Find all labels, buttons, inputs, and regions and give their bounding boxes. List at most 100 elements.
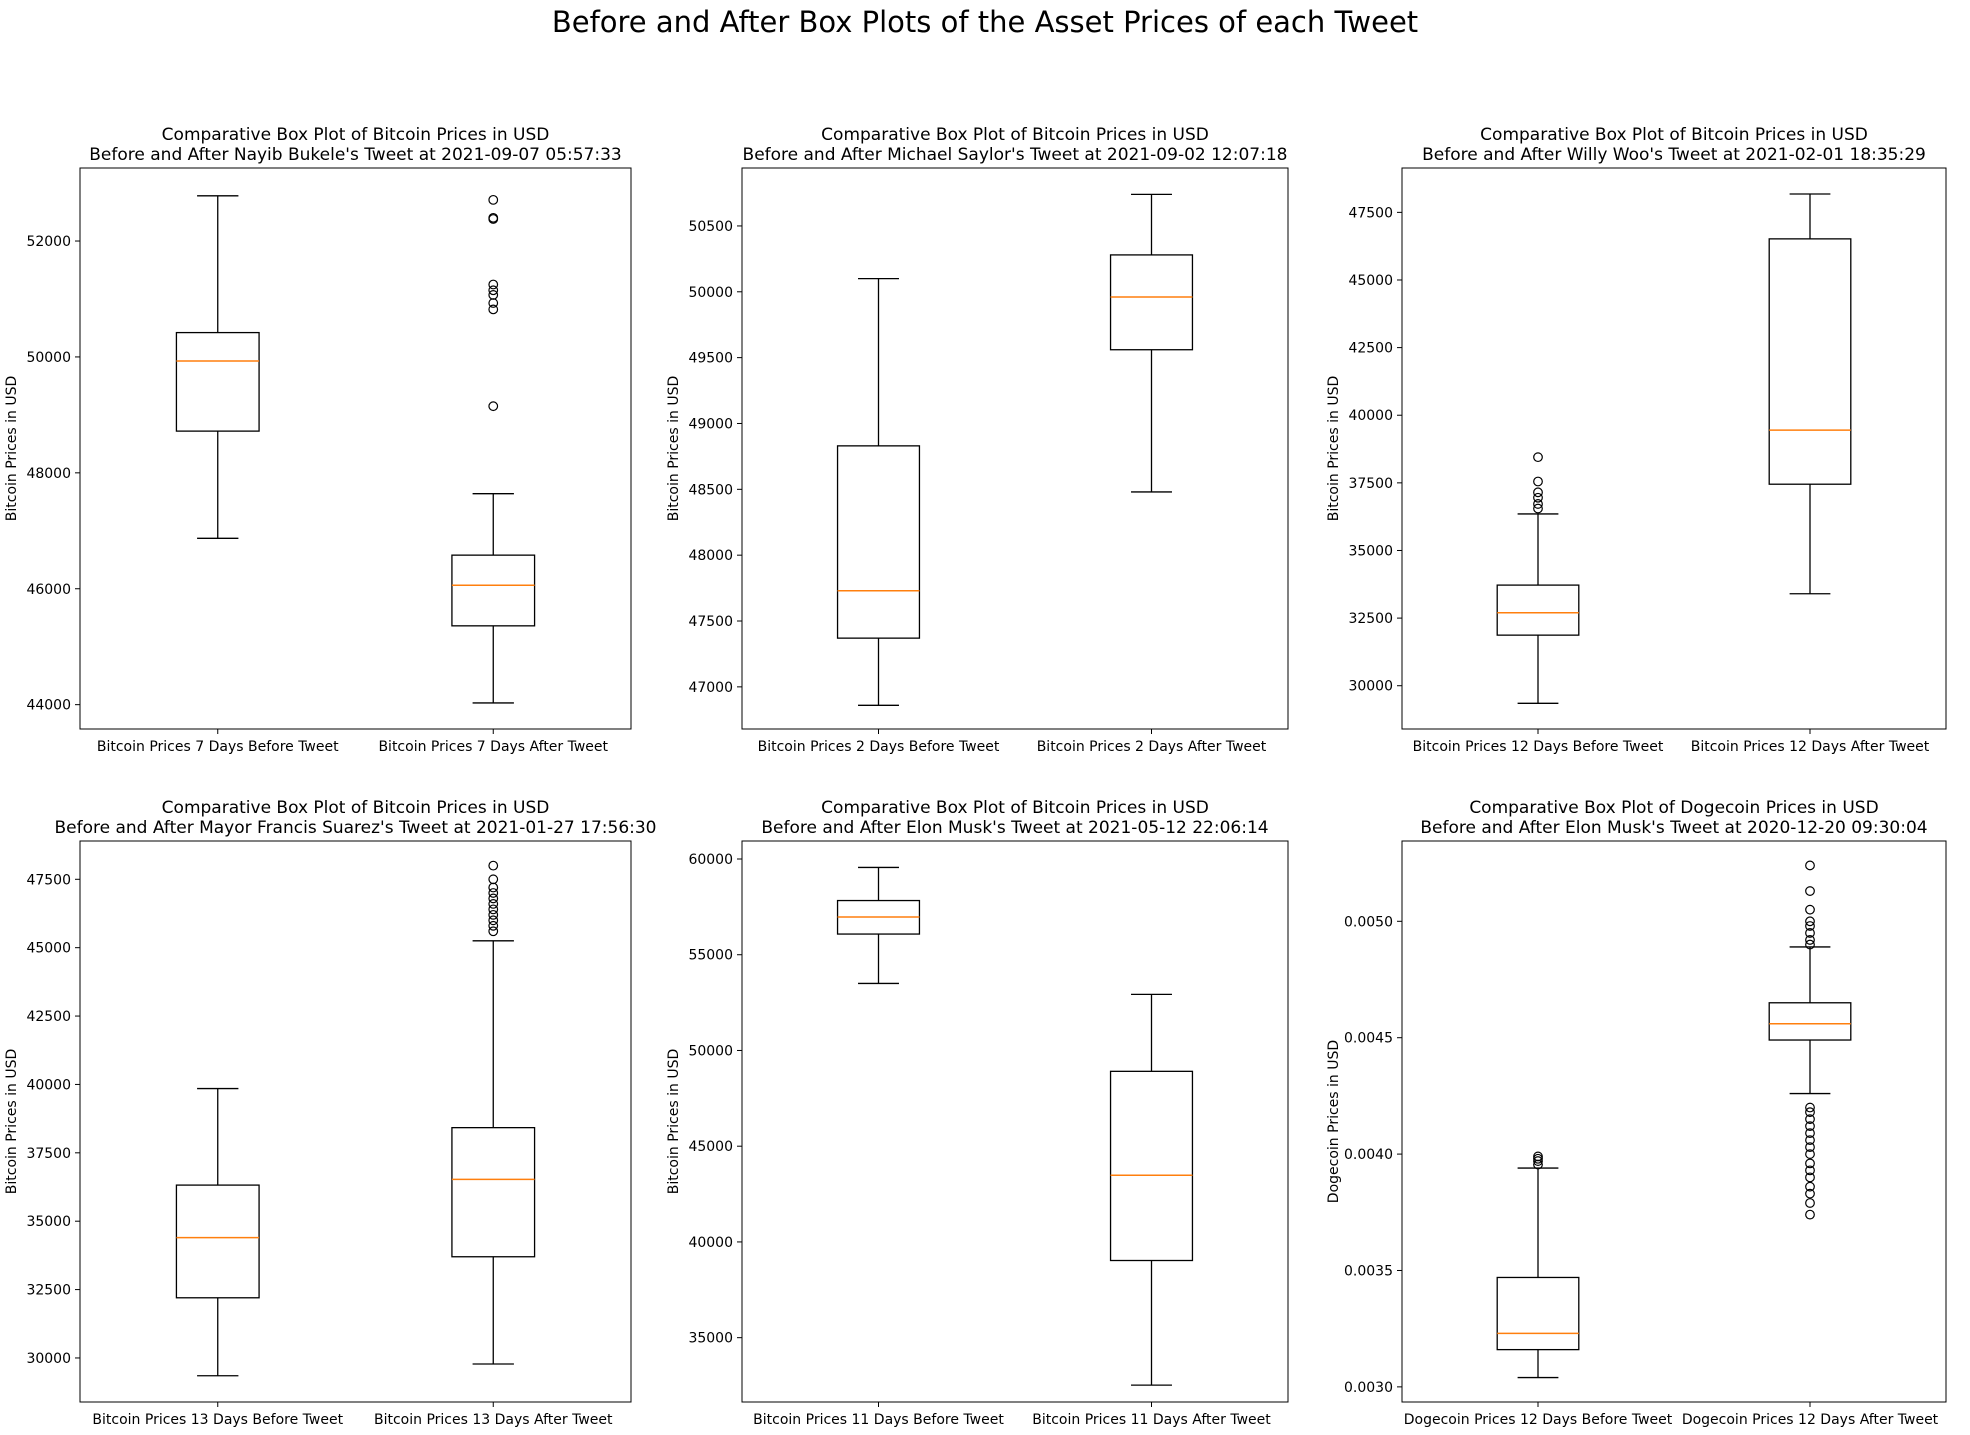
outlier-point [1805, 1149, 1815, 1159]
subplot-5: Comparative Box Plot of Bitcoin Prices i… [666, 798, 1289, 1428]
x-tick-label: Bitcoin Prices 13 Days After Tweet [374, 1412, 613, 1428]
axes-frame [1401, 840, 1947, 1403]
box-before [836, 277, 921, 706]
outlier-point [1805, 1107, 1815, 1118]
y-tick-label: 42500 [1348, 341, 1393, 357]
y-tick-label: 40000 [26, 1077, 71, 1093]
box-iqr [836, 445, 921, 639]
y-tick-label: 44000 [26, 698, 71, 714]
y-tick-label: 42500 [26, 1009, 71, 1025]
y-tick-label: 47000 [688, 680, 733, 696]
outlier-point [488, 888, 499, 898]
outlier-point [1805, 939, 1815, 950]
outlier-point [488, 893, 499, 904]
box-after [451, 194, 536, 704]
subplot-title-line1: Comparative Box Plot of Bitcoin Prices i… [821, 125, 1209, 145]
box-after [1768, 860, 1852, 1220]
subplot-title-line2: Before and After Nayib Bukele's Tweet at… [89, 145, 621, 165]
box-iqr [451, 554, 536, 627]
axes-frame [741, 840, 1289, 1403]
x-tick-label: Bitcoin Prices 7 Days Before Tweet [97, 739, 339, 755]
box-iqr [1768, 238, 1852, 485]
outlier-point [1533, 499, 1543, 509]
x-tick-label: Dogecoin Prices 12 Days Before Tweet [1404, 1412, 1673, 1428]
outlier-point [1805, 1142, 1815, 1153]
outlier-point [1533, 492, 1543, 503]
box-before [1496, 1151, 1580, 1379]
y-tick-label: 35000 [26, 1214, 71, 1230]
box-iqr [1496, 584, 1580, 636]
outlier-point [488, 285, 499, 296]
subplot-title-line1: Comparative Box Plot of Dogecoin Prices … [1469, 798, 1878, 818]
box-before [175, 195, 260, 539]
y-axis-label: Dogecoin Prices in USD [1326, 1040, 1342, 1203]
subplot-title-line2: Before and After Michael Saylor's Tweet … [743, 145, 1288, 165]
y-tick-label: 0.0030 [1344, 1380, 1393, 1396]
box-iqr [451, 1127, 536, 1258]
subplot-title-line2: Before and After Willy Woo's Tweet at 20… [1422, 145, 1926, 165]
y-tick-label: 32500 [26, 1283, 71, 1299]
outlier-point [1805, 1128, 1815, 1139]
y-tick-label: 40000 [688, 1235, 733, 1251]
x-tick-label: Bitcoin Prices 13 Days Before Tweet [92, 1412, 343, 1428]
y-tick-label: 47500 [1348, 205, 1393, 221]
box-iqr [1768, 1002, 1852, 1041]
outlier-point [1805, 935, 1815, 945]
outlier-point [488, 874, 499, 885]
y-axis-label: Bitcoin Prices in USD [1326, 376, 1342, 521]
y-tick-label: 47500 [26, 872, 71, 888]
box-iqr [175, 331, 260, 432]
outlier-point [1805, 860, 1815, 871]
outlier-point [1533, 452, 1543, 463]
y-tick-label: 37500 [26, 1146, 71, 1162]
outlier-point [488, 904, 499, 915]
box-after [1109, 193, 1194, 493]
y-tick-label: 35000 [1348, 543, 1393, 559]
box-after [1109, 993, 1194, 1386]
subplot-4: Comparative Box Plot of Bitcoin Prices i… [4, 798, 657, 1428]
outlier-point [1533, 503, 1543, 514]
y-tick-label: 48000 [26, 466, 71, 482]
outlier-point [1805, 1198, 1815, 1208]
outlier-point [1805, 1165, 1815, 1176]
outlier-point [1805, 921, 1815, 931]
axes-frame [79, 840, 632, 1403]
box-iqr [1496, 1276, 1580, 1351]
y-tick-label: 35000 [688, 1331, 733, 1347]
y-tick-label: 0.0035 [1344, 1263, 1393, 1279]
subplots-grid: Comparative Box Plot of Bitcoin Prices i… [4, 125, 1947, 1428]
y-tick-label: 52000 [26, 234, 71, 250]
y-tick-label: 47500 [688, 614, 733, 630]
outlier-point [1533, 487, 1543, 498]
outlier-point [488, 290, 499, 300]
y-tick-label: 0.0040 [1344, 1147, 1393, 1163]
outlier-point [1805, 886, 1815, 896]
subplot-title-line2: Before and After Elon Musk's Tweet at 20… [761, 818, 1268, 838]
y-tick-label: 48500 [688, 482, 733, 498]
y-axis-label: Bitcoin Prices in USD [4, 1049, 20, 1194]
x-tick-label: Bitcoin Prices 7 Days After Tweet [378, 739, 608, 755]
outlier-point [1805, 1172, 1815, 1183]
box-after [451, 860, 536, 1365]
outlier-point [488, 920, 499, 931]
outlier-point [1533, 1151, 1543, 1162]
outlier-point [1805, 1209, 1815, 1220]
y-tick-label: 0.0045 [1344, 1031, 1393, 1047]
y-tick-label: 50500 [688, 219, 733, 235]
y-tick-label: 46000 [26, 582, 71, 598]
y-tick-label: 30000 [26, 1351, 71, 1367]
box-before [175, 1087, 260, 1377]
y-tick-label: 49000 [688, 416, 733, 432]
figure-title: Before and After Box Plots of the Asset … [552, 5, 1418, 39]
subplot-title-line1: Comparative Box Plot of Bitcoin Prices i… [162, 125, 550, 145]
outlier-point [1533, 476, 1543, 487]
x-tick-label: Bitcoin Prices 2 Days After Tweet [1037, 739, 1267, 755]
box-before [836, 866, 921, 985]
y-tick-label: 50000 [688, 285, 733, 301]
axes-frame [1401, 167, 1947, 730]
y-tick-label: 32500 [1348, 611, 1393, 627]
subplot-title-line2: Before and After Elon Musk's Tweet at 20… [1420, 818, 1927, 838]
outlier-point [488, 909, 499, 920]
